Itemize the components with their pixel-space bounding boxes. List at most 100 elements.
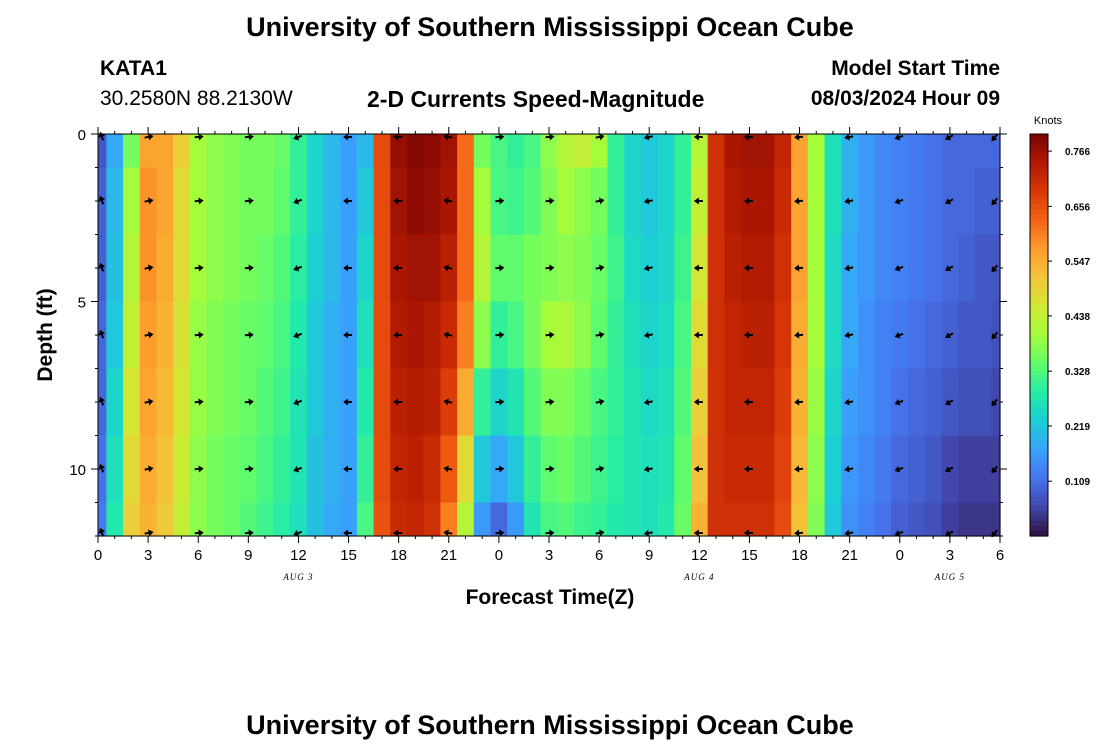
heatmap-cell — [774, 301, 792, 370]
current-arrow — [743, 529, 753, 537]
heatmap-cell — [824, 502, 842, 537]
heatmap-cell — [407, 301, 425, 370]
current-arrow — [144, 133, 154, 141]
model-start-label: Model Start Time — [831, 57, 1000, 80]
colorbar-swatch — [1030, 329, 1048, 336]
current-arrow — [643, 331, 653, 339]
heatmap-cell — [707, 301, 725, 370]
heatmap-cell — [256, 301, 274, 370]
heatmap-cell — [741, 502, 759, 537]
heatmap-cell — [674, 167, 692, 236]
heatmap-cell — [674, 435, 692, 504]
heatmap-cell — [974, 435, 993, 504]
heatmap-cell — [624, 134, 642, 169]
x-tick-label: 0 — [495, 547, 503, 564]
current-arrow — [293, 331, 303, 339]
x-tick-label: 6 — [996, 547, 1004, 564]
heatmap-cell — [106, 368, 124, 437]
current-arrow — [98, 396, 106, 406]
heatmap-cell — [991, 167, 1001, 236]
current-arrow — [743, 465, 753, 473]
heatmap-cell — [958, 234, 976, 303]
heatmap-cell — [757, 234, 776, 303]
colorbar-swatch — [1030, 505, 1048, 512]
heatmap-cell — [457, 134, 475, 169]
heatmap-cell — [874, 234, 893, 303]
heatmap-cell — [173, 502, 191, 537]
heatmap-cell — [123, 435, 141, 504]
heatmap-cell — [807, 234, 826, 303]
heatmap-cell — [707, 435, 725, 504]
heatmap-cell — [557, 502, 575, 537]
current-arrow — [545, 465, 555, 473]
heatmap-cell — [423, 368, 442, 437]
current-arrow — [194, 529, 204, 537]
heatmap-cell — [206, 167, 224, 236]
heatmap-cell — [624, 167, 642, 236]
heatmap-cell — [323, 368, 341, 437]
heatmap-cell — [173, 301, 191, 370]
heatmap-cell — [423, 435, 442, 504]
heatmap-cell — [807, 502, 826, 537]
heatmap-cell — [891, 134, 909, 169]
heatmap-cell — [106, 435, 124, 504]
current-arrow — [393, 264, 403, 272]
heatmap-cell — [757, 167, 776, 236]
current-arrow — [643, 133, 653, 141]
heatmap-cell — [707, 167, 725, 236]
heatmap-cell — [457, 167, 475, 236]
heatmap-cell — [924, 234, 943, 303]
colorbar-tick-label: 0.656 — [1065, 202, 1090, 213]
heatmap-cell — [774, 435, 792, 504]
heatmap-cell — [674, 502, 692, 537]
heatmap-cell — [657, 301, 675, 370]
current-arrow — [844, 465, 854, 473]
current-arrow — [495, 398, 505, 406]
heatmap-cell — [908, 301, 926, 370]
heatmap-cell — [507, 234, 525, 303]
current-arrow — [945, 198, 954, 205]
heatmap-cell — [256, 368, 274, 437]
heatmap-cell — [306, 134, 325, 169]
colorbar-swatch — [1030, 174, 1048, 180]
colorbar-swatch — [1030, 154, 1048, 160]
heatmap-cell — [290, 502, 308, 537]
current-arrow — [343, 133, 353, 141]
heatmap-cell — [173, 368, 191, 437]
heatmap-cell — [757, 435, 776, 504]
heatmap-cell — [323, 167, 341, 236]
current-arrow — [144, 465, 154, 473]
current-arrow — [194, 133, 204, 141]
heatmap-cell — [908, 167, 926, 236]
colorbar-swatch — [1030, 214, 1048, 221]
current-arrow — [945, 530, 954, 537]
heatmap-cell — [540, 502, 558, 537]
current-arrow — [693, 133, 703, 141]
current-arrow — [894, 398, 904, 406]
colorbar-swatch — [1030, 485, 1048, 492]
heatmap-cell — [858, 301, 876, 370]
colorbar-tick-label: 0.328 — [1065, 367, 1090, 378]
current-arrow — [393, 465, 403, 473]
heatmap-cell — [891, 502, 909, 537]
current-arrow — [98, 131, 106, 141]
current-arrow — [144, 398, 154, 406]
current-arrow — [545, 331, 555, 339]
heatmap-cell — [523, 134, 542, 169]
heatmap-cell — [824, 167, 842, 236]
heatmap-cell — [457, 234, 475, 303]
current-arrow — [343, 331, 353, 339]
heatmap-cell — [807, 368, 826, 437]
heatmap-cell — [574, 234, 592, 303]
heatmap-cell — [724, 134, 742, 169]
heatmap-cell — [490, 134, 508, 169]
current-arrow — [945, 265, 954, 272]
heatmap-cell — [373, 234, 391, 303]
heatmap-cell — [724, 234, 742, 303]
x-tick-label: 0 — [94, 547, 102, 564]
current-arrow — [894, 529, 904, 537]
current-arrow — [991, 465, 999, 474]
current-arrow — [945, 466, 954, 473]
colorbar-swatch — [1030, 520, 1048, 527]
colorbar-swatch — [1030, 495, 1048, 502]
